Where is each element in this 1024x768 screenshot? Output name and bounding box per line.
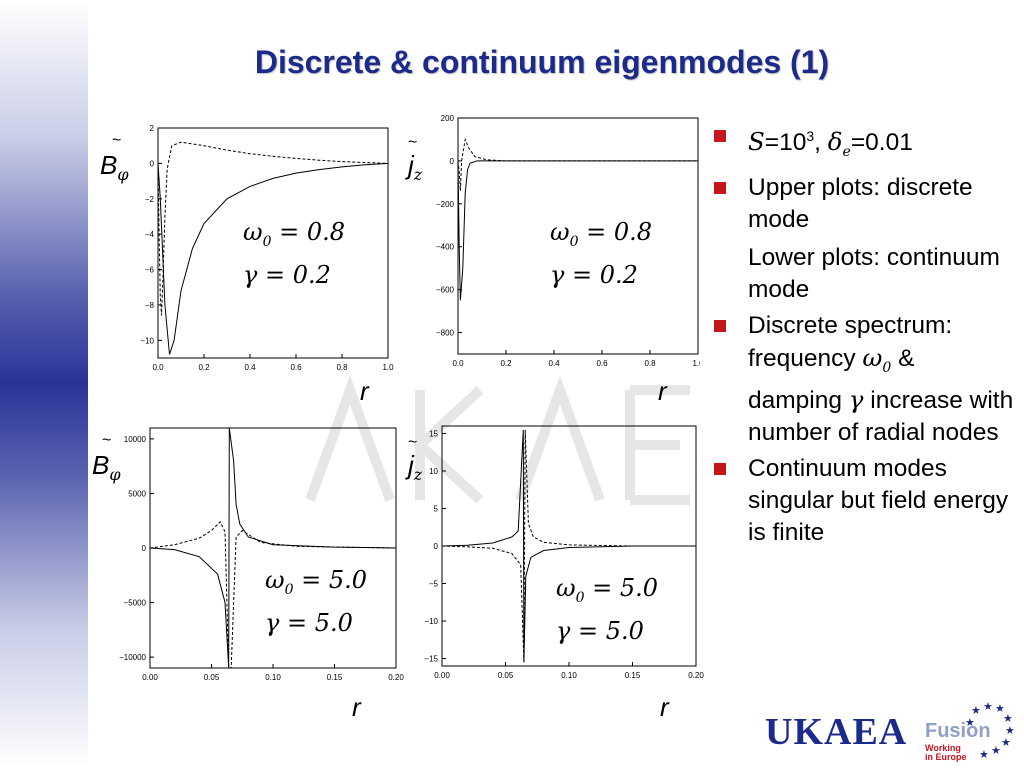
y-tick-label: −5000 [124,599,147,608]
y-tick-label: −6 [145,266,155,275]
y-tick-label: −10 [140,336,154,345]
x-tick-label: 0.2 [198,363,210,372]
y-label-b-phi-upper: ~ Bφ [100,132,129,185]
plot-lower-right-j-z: 0.00 0.05 0.10 0.15 0.20 15 10 5 0 −5 −10 −15 [424,425,704,680]
annotation-upper-right: ω0 = 0.8 γ = 0.2 [550,218,653,289]
plot-frame [157,127,389,359]
bullet-marker [714,182,726,195]
y-tick-label: 0 [150,159,155,168]
x-tick-label: 1.0 [692,359,700,368]
series-line-dashed [458,137,698,191]
y-tick-label: −10 [424,617,438,626]
x-tick-label: 0.8 [644,359,656,368]
y-tick-label: −8 [145,301,155,310]
y-tick-label: 10000 [124,435,147,444]
y-tick-label: −5 [429,580,439,589]
fusion-wordmark: Fusion [925,720,991,742]
y-tick-label: −4 [145,230,155,239]
series-line-dashed [158,141,388,316]
svg-text:★: ★ [971,704,981,717]
slide-title: Discrete & continuum eigenmodes (1) [254,44,830,80]
x-tick-label: 0.0 [452,359,464,368]
x-tick-label: 0.00 [434,671,450,680]
x-label-r-upper-right: r [658,376,667,406]
y-tick-label: 0 [450,157,455,166]
svg-text:★: ★ [1005,724,1015,737]
y-label-j-z-upper: ~ jz [408,134,423,185]
bullet-list: S=103, δe=0.01 Upper plots: discrete mod… [710,120,1015,553]
y-tick-label: 10 [429,467,438,476]
y-tick-label: 200 [441,114,455,123]
x-label-r-lower-left: r [352,692,361,722]
bullet-marker [714,130,726,142]
x-tick-label: 0.6 [290,363,302,372]
series-line-dashed [442,429,696,663]
x-tick-label: 1.0 [382,363,394,372]
y-tick-label: 5 [434,505,439,514]
y-tick-label: −15 [424,655,438,664]
x-tick-label: 0.05 [498,671,514,680]
ukaea-wordmark: UKAEA [765,711,908,753]
annotation-lower-left: ω0 = 5.0 γ = 5.0 [265,566,368,637]
bullet-marker [714,320,726,333]
y-tick-label: −200 [436,200,455,209]
sidebar-gradient [0,0,88,768]
svg-text:★: ★ [983,700,993,713]
y-tick-label: 0 [142,544,147,553]
x-tick-label: 0.20 [688,671,704,680]
bullet-marker [714,462,726,475]
y-tick-label: −10000 [119,653,146,662]
ukaea-fusion-logo: UKAEA Fusion Working in Europe ★ ★ ★ ★ ★ ★ ★… [765,700,1015,762]
x-tick-label: 0.05 [204,673,220,682]
plot-upper-right-j-z: 0.0 0.2 0.4 0.6 0.8 1.0 200 0 −200 −400 −600 −800 [436,114,700,368]
series-line-solid [458,160,698,301]
x-tick-label: 0.6 [596,359,608,368]
series-line-dashed [150,520,396,668]
bullet-parameters: S=103, δe=0.01 [710,120,1015,168]
bullet-discrete-spectrum: Discrete spectrum: frequency ω0 & dampin… [710,310,1015,449]
x-tick-label: 0.4 [548,359,560,368]
x-tick-label: 0.10 [561,671,577,680]
y-tick-label: −400 [436,243,455,252]
y-label-j-z-lower: ~ jz [408,434,423,485]
plot-frame [457,117,699,355]
svg-text:★: ★ [991,744,1001,757]
x-tick-label: 0.00 [142,673,158,682]
background-watermark [305,375,690,505]
x-tick-label: 0.8 [336,363,348,372]
eu-stars-icon: ★ ★ ★ ★★★ ★★★ [965,700,1015,761]
x-tick-label: 0.10 [265,673,281,682]
x-label-r-upper-left: r [360,376,369,406]
y-tick-label: −600 [436,286,455,295]
annotation-lower-right: ω0 = 5.0 γ = 5.0 [556,574,659,645]
svg-text:★: ★ [1003,712,1013,725]
svg-text:★: ★ [1001,736,1011,749]
svg-text:★: ★ [995,702,1005,715]
y-tick-label: 2 [150,124,155,133]
plot-upper-left-b-phi: 0.0 0.2 0.4 0.6 0.8 1.0 2 0 −2 −4 −6 −8 −10 [140,124,394,372]
x-tick-label: 0.0 [152,363,164,372]
bullet-continuum-modes: Continuum modes singular but field energ… [710,453,1015,549]
y-tick-label: −800 [436,329,455,338]
y-tick-label: 0 [434,542,439,551]
x-label-r-lower-right: r [660,692,669,722]
bullet-plot-description: Upper plots: discrete mode Lower plots: … [710,172,1015,306]
series-line-solid [158,162,388,355]
y-tick-label: 5000 [128,489,146,498]
annotation-upper-left: ω0 = 0.8 γ = 0.2 [243,218,346,289]
y-label-b-phi-lower: ~ Bφ [92,432,121,485]
x-tick-label: 0.4 [244,363,256,372]
svg-text:★: ★ [979,748,989,761]
svg-text:★: ★ [965,716,975,729]
plot-lower-left-b-phi: 0.00 0.05 0.10 0.15 0.20 10000 5000 0 −5000 −1000… [119,427,404,682]
y-tick-label: −2 [145,195,155,204]
working-in-europe-text: Working in Europe [925,743,967,762]
x-tick-label: 0.2 [500,359,512,368]
x-tick-label: 0.20 [388,673,404,682]
y-tick-label: 15 [429,430,438,439]
x-tick-label: 0.15 [327,673,343,682]
x-tick-label: 0.15 [625,671,641,680]
